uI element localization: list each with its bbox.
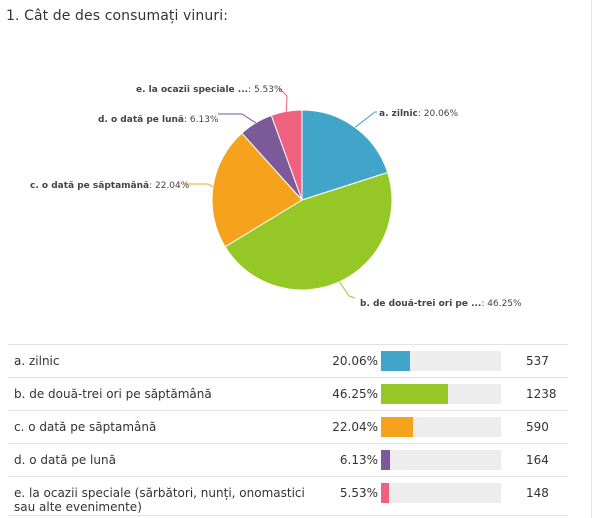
pie-leader-line-b: [338, 281, 356, 299]
pie-label-name: d. o dată pe lună: [98, 115, 184, 125]
pie-label-percent: : 20.06%: [418, 109, 459, 119]
option-bar-track: [381, 351, 501, 371]
pie-label-c: c. o dată pe săptamână: 22.04%: [30, 181, 190, 191]
pie-label-a: a. zilnic: 20.06%: [379, 109, 459, 119]
table-row-a: a. zilnic 20.06% 537: [8, 345, 568, 378]
option-count: 148: [526, 486, 549, 500]
option-bar-fill: [381, 351, 410, 371]
results-table: a. zilnic 20.06% 537 b. de două-trei ori…: [8, 344, 568, 516]
pie-leader-line-c: [184, 183, 214, 188]
pie-leader-line-d: [218, 113, 256, 124]
option-bar-track: [381, 450, 501, 470]
pie-label-name: c. o dată pe săptamână: [30, 181, 149, 191]
option-label: b. de două-trei ori pe săptămână: [14, 387, 212, 401]
question-title: 1. Cât de des consumați vinuri:: [6, 8, 229, 24]
pie-label-name: e. la ocazii speciale ...: [136, 85, 248, 95]
pie-label-e: e. la ocazii speciale ...: 5.53%: [136, 85, 283, 95]
option-count: 1238: [526, 387, 557, 401]
option-bar-fill: [381, 483, 389, 503]
option-bar-track: [381, 483, 501, 503]
option-label: a. zilnic: [14, 354, 60, 368]
option-label: c. o dată pe săptamână: [14, 420, 157, 434]
option-count: 537: [526, 354, 549, 368]
pie-leader-line-e: [278, 87, 288, 112]
table-row-e: e. la ocazii speciale (sărbători, nunți,…: [8, 477, 568, 516]
pie-label-b: b. de două-trei ori pe ...: 46.25%: [360, 299, 522, 309]
option-percent: 20.06%: [332, 354, 378, 368]
table-row-c: c. o dată pe săptamână 22.04% 590: [8, 411, 568, 444]
pie-slice-b: [224, 171, 393, 291]
option-percent: 46.25%: [332, 387, 378, 401]
table-row-b: b. de două-trei ori pe săptămână 46.25% …: [8, 378, 568, 411]
option-label: e. la ocazii speciale (sărbători, nunți,…: [14, 486, 305, 514]
option-bar-fill: [381, 450, 390, 470]
option-bar-fill: [381, 417, 413, 437]
pie-slice-a: [301, 109, 389, 201]
option-bar-track: [381, 417, 501, 437]
pie-label-name: b. de două-trei ori pe ...: [360, 299, 481, 309]
option-count: 590: [526, 420, 549, 434]
option-label: d. o dată pe lună: [14, 453, 116, 467]
option-count: 164: [526, 453, 549, 467]
pie-label-name: a. zilnic: [379, 109, 418, 119]
pie-label-percent: : 46.25%: [481, 299, 522, 309]
option-percent: 22.04%: [332, 420, 378, 434]
option-bar-track: [381, 384, 501, 404]
option-bar-fill: [381, 384, 448, 404]
pie-label-percent: : 6.13%: [184, 115, 219, 125]
pie-label-percent: : 22.04%: [149, 181, 190, 191]
pie-label-d: d. o dată pe lună: 6.13%: [98, 115, 219, 125]
pie-chart: a. zilnic: 20.06% b. de două-trei ori pe …: [30, 85, 522, 309]
table-row-d: d. o dată pe lună 6.13% 164: [8, 444, 568, 477]
option-percent: 6.13%: [339, 453, 378, 467]
pie-label-percent: : 5.53%: [248, 85, 283, 95]
pie-leader-line-a: [354, 111, 377, 128]
option-percent: 5.53%: [339, 486, 378, 500]
